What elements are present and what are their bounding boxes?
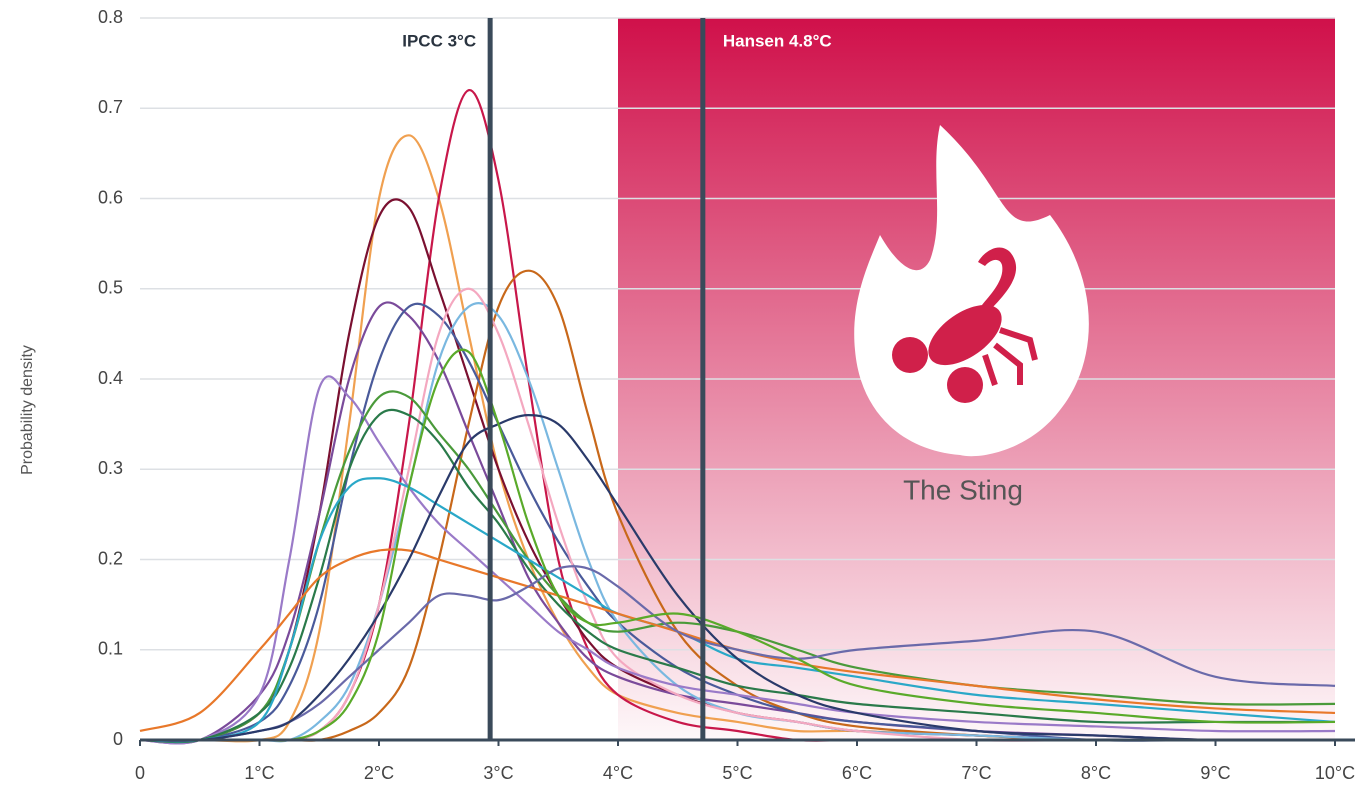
x-tick-label: 3°C: [483, 763, 513, 783]
y-tick-label: 0.3: [98, 458, 123, 478]
y-tick-label: 0.1: [98, 639, 123, 659]
x-tick-label: 1°C: [244, 763, 274, 783]
y-tick-label: 0.7: [98, 97, 123, 117]
chart: The Sting 0 0.1 0.2 0.3 0.4 0.5 0.6 0.7 0.8 0 1°C 2°…: [0, 0, 1360, 789]
x-tick-label: 4°C: [603, 763, 633, 783]
y-tick-label: 0.6: [98, 187, 123, 207]
y-tick-label: 0.8: [98, 7, 123, 27]
annotation-label: Hansen 4.8°C: [723, 31, 832, 50]
x-tick-label: 6°C: [842, 763, 872, 783]
y-tick-label: 0.4: [98, 368, 123, 388]
y-tick-label: 0: [113, 729, 123, 749]
x-tick-label: 7°C: [961, 763, 991, 783]
x-tick-label: 5°C: [722, 763, 752, 783]
x-tick-label: 10°C: [1315, 763, 1355, 783]
region-label: The Sting: [903, 474, 1023, 505]
y-axis-label: Probability density: [19, 345, 36, 475]
x-tick-label: 0: [135, 763, 145, 783]
annotation-label: IPCC 3°C: [402, 31, 476, 50]
x-tick-label: 9°C: [1200, 763, 1230, 783]
x-tick-label: 8°C: [1081, 763, 1111, 783]
y-tick-label: 0.5: [98, 278, 123, 298]
y-tick-label: 0.2: [98, 548, 123, 568]
x-tick-label: 2°C: [364, 763, 394, 783]
